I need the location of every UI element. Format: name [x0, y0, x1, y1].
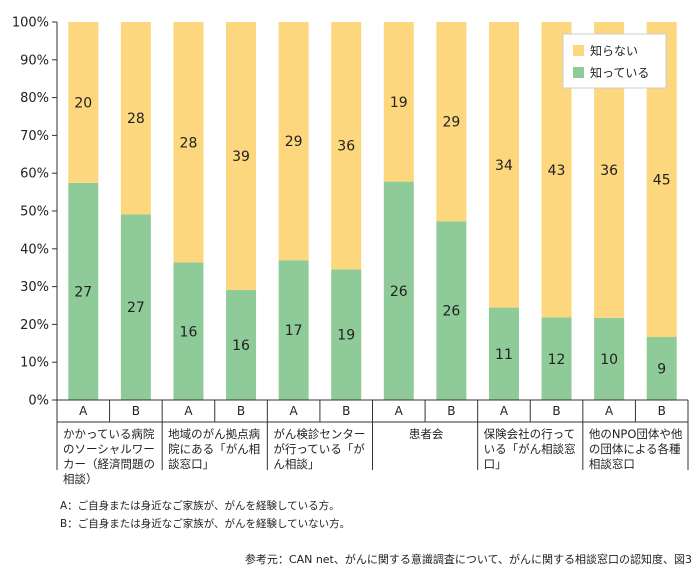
x-sub-label: A — [395, 404, 404, 418]
bar-segment-known — [488, 307, 519, 400]
data-label: 45 — [653, 173, 671, 189]
data-label: 9 — [657, 362, 666, 378]
bar-segment-unknown — [226, 22, 257, 291]
source-note: 参考元：CAN net、がんに関する意識調査について、がんに関する相談窓口の認知… — [244, 553, 692, 566]
footnote-a: A：ご自身または身近なご家族が、がんを経験している方。 — [60, 500, 340, 512]
data-label: 27 — [127, 300, 145, 316]
bar-segment-unknown — [68, 22, 99, 183]
y-tick-label: 70% — [20, 129, 49, 144]
footnote-b: B：ご自身または身近なご家族が、がんを経験していない方。 — [60, 518, 351, 530]
y-tick-label: 90% — [20, 53, 49, 68]
y-tick-label: 10% — [20, 356, 49, 371]
x-sub-label: B — [447, 404, 455, 418]
bar-segment-known — [594, 317, 625, 400]
bar-segment-unknown — [278, 22, 309, 261]
bar-segment-known — [331, 269, 362, 400]
x-sub-label: B — [132, 404, 140, 418]
x-sub-label: B — [658, 404, 666, 418]
data-label: 29 — [442, 115, 460, 131]
category-label: 他のNPO団体や他の団体による各種相談窓口 — [588, 427, 683, 471]
bar-segment-unknown — [488, 22, 519, 308]
legend-swatch — [573, 45, 584, 56]
bar-segment-known — [68, 182, 99, 400]
x-sub-label: A — [500, 404, 509, 418]
x-sub-label: A — [290, 404, 299, 418]
data-label: 26 — [442, 304, 460, 320]
data-label: 29 — [285, 134, 303, 150]
data-label: 28 — [127, 111, 145, 127]
data-label: 11 — [495, 347, 513, 363]
data-label: 39 — [232, 149, 250, 165]
bar-segment-unknown — [436, 22, 467, 222]
data-label: 19 — [337, 328, 355, 344]
bar-segment-unknown — [383, 22, 414, 182]
y-tick-label: 80% — [20, 91, 49, 106]
x-sub-label: B — [342, 404, 350, 418]
y-tick-label: 50% — [20, 205, 49, 220]
bar-segment-known — [383, 181, 414, 400]
bar-segment-known — [120, 214, 151, 400]
y-tick-label: 60% — [20, 167, 49, 182]
data-label: 19 — [390, 95, 408, 111]
x-sub-label: A — [79, 404, 88, 418]
bar-segment-known — [173, 262, 204, 400]
bar-segment-unknown — [331, 22, 362, 270]
data-label: 10 — [600, 352, 618, 368]
bar-segment-known — [278, 260, 309, 400]
legend-swatch — [573, 67, 584, 78]
y-tick-label: 30% — [20, 280, 49, 295]
category-label: 地域のがん拠点病院にある「がん相談窓口」 — [168, 427, 261, 471]
y-tick-label: 40% — [20, 242, 49, 257]
legend-label: 知らない — [590, 44, 638, 58]
data-label: 28 — [180, 135, 198, 151]
data-label: 17 — [285, 323, 303, 339]
data-label: 36 — [337, 139, 355, 155]
data-label: 26 — [390, 284, 408, 300]
x-sub-label: B — [237, 404, 245, 418]
bar-segment-unknown — [120, 22, 151, 215]
data-label: 12 — [548, 352, 566, 368]
data-label: 27 — [74, 284, 92, 300]
data-label: 36 — [600, 163, 618, 179]
bar-segment-known — [226, 290, 257, 400]
data-label: 34 — [495, 158, 513, 174]
x-sub-label: A — [184, 404, 193, 418]
data-label: 20 — [74, 95, 92, 111]
y-tick-label: 20% — [20, 318, 49, 333]
data-label: 43 — [548, 163, 566, 179]
stacked-bar-chart: 0% 10% 20% 30% 40% 50% 60% 70% 80% 90% 100% 27 20 27 2… — [12, 16, 689, 470]
y-tick-label: 0% — [28, 394, 49, 409]
category-label: 患者会 — [408, 427, 444, 441]
x-sub-label: A — [605, 404, 614, 418]
x-sub-label: B — [552, 404, 560, 418]
data-label: 16 — [232, 338, 250, 354]
bar-segment-unknown — [173, 22, 204, 263]
legend-box — [562, 33, 667, 89]
category-label: かかっている病院のソーシャルワーカー（経済問題の相談） — [63, 427, 155, 486]
category-label: 保険会社の行っている「がん相談窓口」 — [483, 427, 576, 471]
bar-segment-known — [541, 317, 572, 400]
y-tick-label: 100% — [12, 16, 49, 31]
data-label: 16 — [180, 324, 198, 340]
category-label: がん検診センターが行っている「がん相談」 — [273, 427, 366, 471]
legend-label: 知っている — [590, 66, 649, 80]
bar-segment-known — [646, 337, 677, 400]
bar-segment-known — [436, 221, 467, 400]
